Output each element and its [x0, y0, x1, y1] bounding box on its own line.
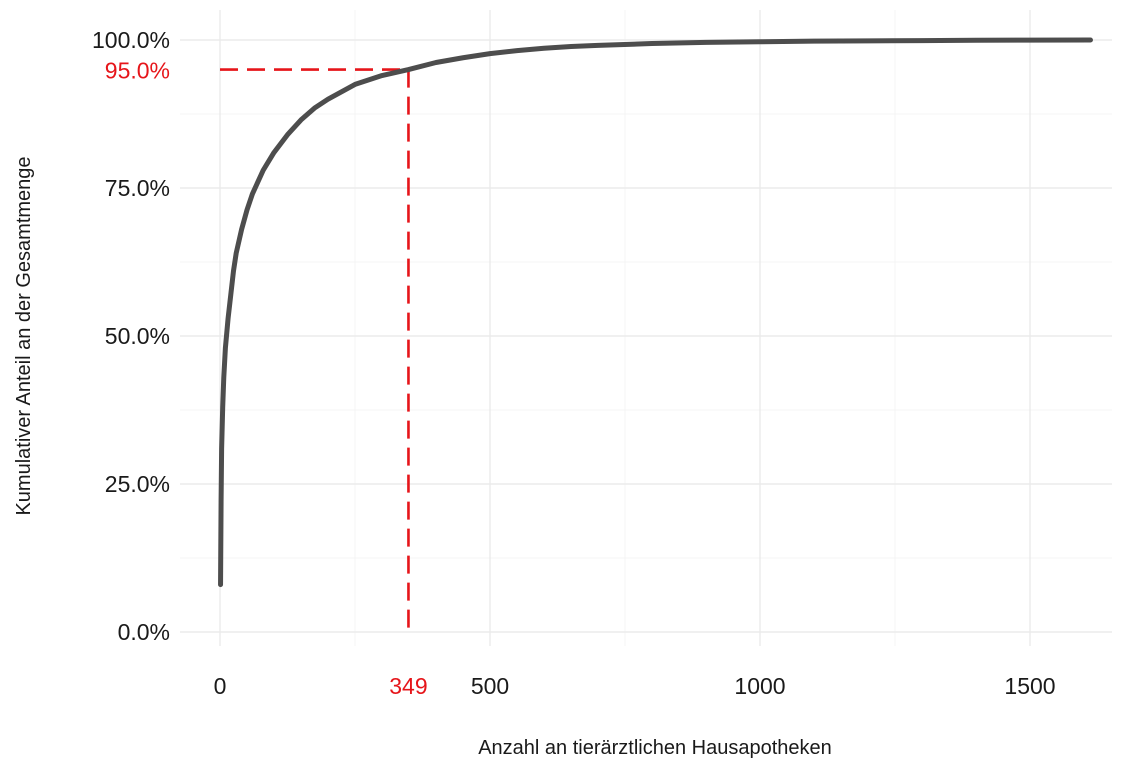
x-tick-label: 1500 — [1004, 673, 1055, 699]
x-tick-label: 0 — [214, 673, 227, 699]
cumulative-curve — [218, 37, 1093, 588]
y-tick-label: 75.0% — [105, 175, 170, 201]
y-tick-label: 100.0% — [92, 27, 170, 53]
x-axis-title: Anzahl an tierärztlichen Hausapotheken — [478, 737, 832, 758]
y-tick-label: 25.0% — [105, 471, 170, 497]
y-tick-label: 50.0% — [105, 323, 170, 349]
x-tick-label: 1000 — [734, 673, 785, 699]
y-tick-label: 0.0% — [118, 619, 170, 645]
x-tick-label: 500 — [471, 673, 509, 699]
threshold-y-label: 95.0% — [105, 58, 170, 84]
y-axis-title: Kumulativer Anteil an der Gesamtmenge — [13, 156, 35, 515]
threshold-marker: 349 95.0% — [105, 58, 428, 699]
threshold-x-label: 349 — [389, 673, 427, 699]
y-axis-ticks: 0.0% 25.0% 50.0% 75.0% 100.0% — [92, 27, 170, 645]
grid-lines — [180, 10, 1112, 646]
x-axis-ticks: 0 500 1000 1500 — [214, 673, 1056, 699]
